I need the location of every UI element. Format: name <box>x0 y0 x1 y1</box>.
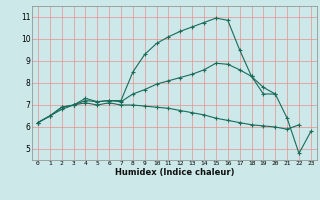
X-axis label: Humidex (Indice chaleur): Humidex (Indice chaleur) <box>115 168 234 177</box>
